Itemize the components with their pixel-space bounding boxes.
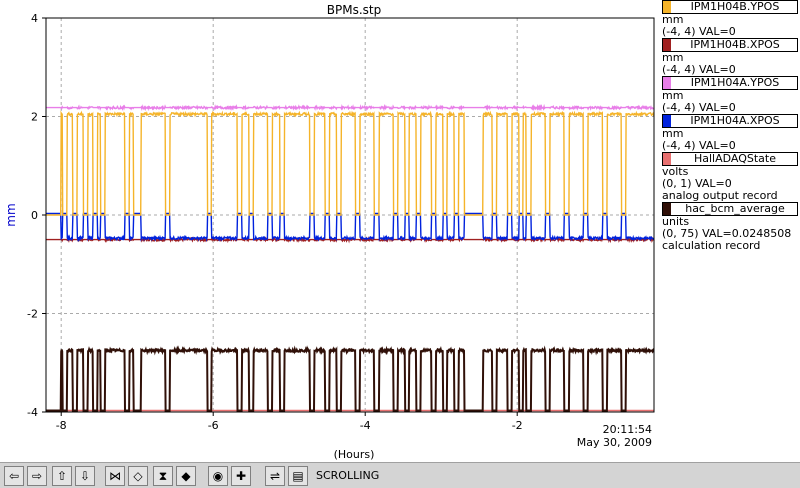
toolbar: SCROLLING ⇦ ⇨ ⇧ ⇩ ⋈ ◇ ⧗ ◆ ◉ ✚ ⇌ ▤	[0, 462, 800, 488]
arrow-down-icon: ⇩	[79, 469, 91, 483]
scroll-left-button[interactable]: ⇦	[4, 466, 24, 486]
chart-title: BPMs.stp	[327, 3, 381, 17]
legend-detail: mm	[662, 89, 684, 102]
y-tick-label-3: 2	[31, 111, 38, 124]
legend-name: IPM1H04A.XPOS	[690, 114, 780, 127]
y-tick-label-0: -4	[27, 406, 38, 419]
legend-detail: calculation record	[662, 239, 761, 252]
zoom-out-x-icon: ◇	[133, 469, 143, 483]
y-tick-label-1: -2	[27, 308, 38, 321]
plus-icon: ✚	[235, 469, 247, 483]
x-tick-label-1: -6	[208, 419, 219, 432]
x-tick-label-3: -2	[512, 419, 523, 432]
zoom-out-x-button[interactable]: ◇	[128, 466, 148, 486]
legend-name: IPM1H04B.XPOS	[690, 38, 780, 51]
scroll-status: SCROLLING	[316, 469, 380, 482]
date-label: May 30, 2009	[577, 436, 652, 449]
legend-color-swatch	[663, 115, 671, 127]
grid	[46, 18, 654, 412]
scroll-down-button[interactable]: ⇩	[75, 466, 95, 486]
x-axis: -8 -6 -4 -2	[56, 412, 523, 432]
print-icon: ▤	[292, 469, 304, 483]
legend-entry[interactable]: IPM1H04B.YPOS mm (-4, 4) VAL=0	[662, 0, 800, 38]
auto-scale-button[interactable]: ◉	[208, 466, 228, 486]
legend-detail: analog output record	[662, 189, 778, 202]
legend-detail: mm	[662, 13, 684, 26]
circle-target-icon: ◉	[212, 469, 224, 483]
zoom-out-y-icon: ◆	[181, 469, 191, 483]
chart: BPMs.stp mm -4 -2 0 2 4 -8 -6 -4 -2 (Hours) 20:…	[4, 3, 655, 461]
y-axis-label: mm	[4, 203, 18, 226]
x-tick-label-2: -4	[360, 419, 371, 432]
zoom-in-x-button[interactable]: ⋈	[105, 466, 125, 486]
series-group	[46, 103, 655, 412]
legend-detail: (0, 75) VAL=0.0248508	[662, 227, 792, 240]
series-line-ipm1h04b-ypos	[46, 110, 655, 216]
legend-name-box[interactable]: IPM1H04B.YPOS	[662, 0, 798, 14]
legend-entry[interactable]: hac_bcm_average units (0, 75) VAL=0.024850…	[662, 202, 800, 252]
legend-color-swatch	[663, 203, 671, 215]
legend-name-box[interactable]: IPM1H04A.XPOS	[662, 114, 798, 128]
legend: IPM1H04B.YPOS mm (-4, 4) VAL=0 IPM1H04B.XPO…	[662, 0, 800, 420]
legend-detail: (-4, 4) VAL=0	[662, 63, 736, 76]
y-tick-label-4: 4	[31, 12, 38, 25]
legend-detail: volts	[662, 165, 689, 178]
legend-name-box[interactable]: IPM1H04A.YPOS	[662, 76, 798, 90]
legend-detail: mm	[662, 51, 684, 64]
scroll-right-button[interactable]: ⇨	[27, 466, 47, 486]
legend-color-swatch	[663, 153, 671, 165]
legend-name-box[interactable]: hac_bcm_average	[662, 202, 798, 216]
toggle-scroll-button[interactable]: ⇌	[265, 466, 285, 486]
series-line-ipm1h04a-xpos	[46, 212, 655, 243]
legend-entry[interactable]: IPM1H04B.XPOS mm (-4, 4) VAL=0	[662, 38, 800, 76]
arrow-left-icon: ⇦	[8, 469, 20, 483]
legend-color-swatch	[663, 77, 671, 89]
legend-detail: (-4, 4) VAL=0	[662, 139, 736, 152]
legend-color-swatch	[663, 39, 671, 51]
legend-color-swatch	[663, 1, 671, 13]
legend-detail: (0, 1) VAL=0	[662, 177, 732, 190]
scroll-up-button[interactable]: ⇧	[52, 466, 72, 486]
legend-detail: (-4, 4) VAL=0	[662, 25, 736, 38]
x-axis-label: (Hours)	[334, 448, 375, 461]
legend-entry[interactable]: IPM1H04A.YPOS mm (-4, 4) VAL=0	[662, 76, 800, 114]
legend-entry[interactable]: IPM1H04A.XPOS mm (-4, 4) VAL=0	[662, 114, 800, 152]
legend-name-box[interactable]: HallADAQState	[662, 152, 798, 166]
x-tick-label-0: -8	[56, 419, 67, 432]
arrow-up-icon: ⇧	[56, 469, 68, 483]
zoom-point-button[interactable]: ✚	[231, 466, 251, 486]
y-axis: -4 -2 0 2 4	[27, 12, 46, 419]
legend-name-box[interactable]: IPM1H04B.XPOS	[662, 38, 798, 52]
series-line-ipm1h04a-ypos	[46, 103, 654, 112]
legend-name: IPM1H04A.YPOS	[690, 76, 780, 89]
series-line-hac-bcm-average	[46, 345, 655, 412]
legend-detail: units	[662, 215, 690, 228]
arrow-right-icon: ⇨	[31, 469, 43, 483]
legend-detail: mm	[662, 127, 684, 140]
legend-name: IPM1H04B.YPOS	[690, 0, 780, 13]
zoom-in-y-icon: ⧗	[158, 468, 168, 483]
scroll-mode-icon: ⇌	[269, 469, 281, 483]
legend-name: hac_bcm_average	[685, 202, 785, 215]
print-button[interactable]: ▤	[288, 466, 308, 486]
legend-entry[interactable]: HallADAQState volts (0, 1) VAL=0 analog out…	[662, 152, 800, 202]
legend-detail: (-4, 4) VAL=0	[662, 101, 736, 114]
zoom-in-y-button[interactable]: ⧗	[153, 466, 173, 486]
y-tick-label-2: 0	[31, 209, 38, 222]
legend-name: HallADAQState	[693, 152, 777, 165]
zoom-out-y-button[interactable]: ◆	[176, 466, 196, 486]
timestamp-label: 20:11:54	[603, 423, 652, 436]
zoom-in-x-icon: ⋈	[109, 469, 121, 483]
